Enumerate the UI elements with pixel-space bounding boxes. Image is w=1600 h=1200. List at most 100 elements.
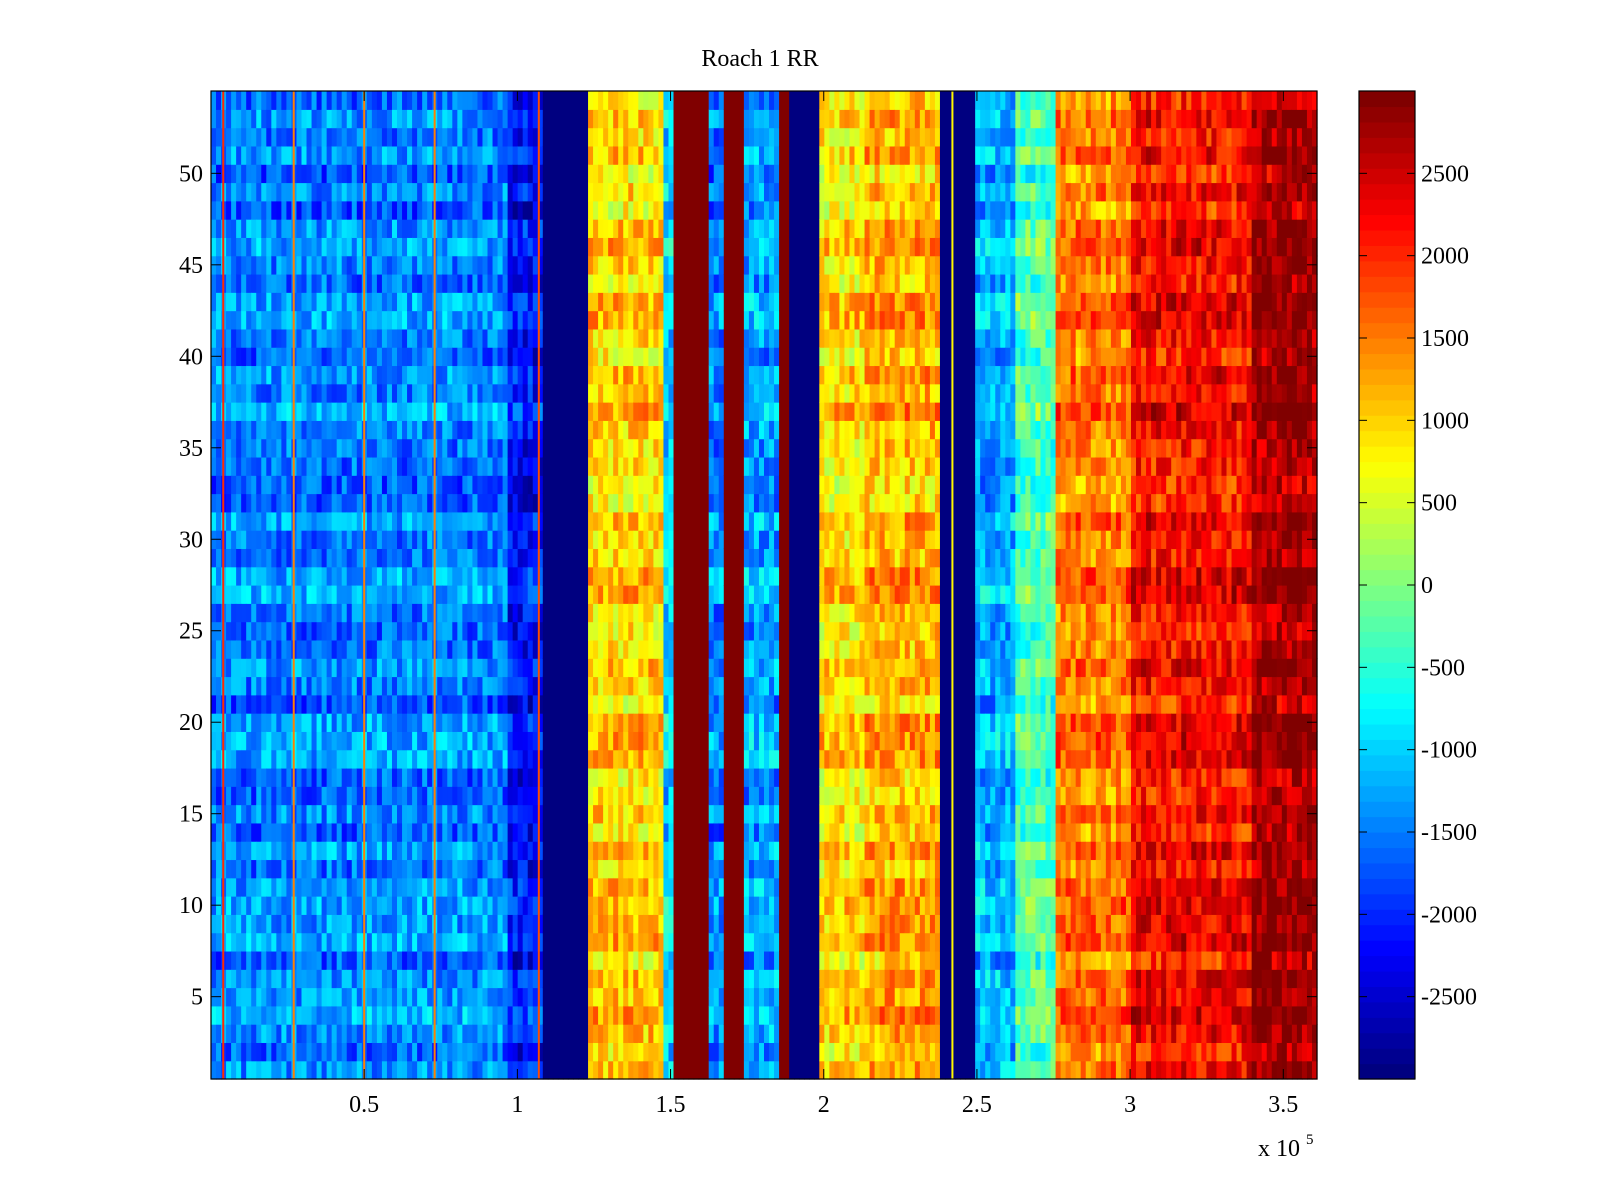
heatmap-cell: [266, 841, 272, 861]
heatmap-cell: [663, 749, 670, 769]
heatmap-cell: [271, 621, 277, 641]
heatmap-cell: [417, 328, 423, 348]
heatmap-cell: [608, 932, 614, 952]
heatmap-cell: [618, 841, 624, 861]
heatmap-cell: [527, 841, 534, 861]
heatmap-cell: [286, 713, 293, 732]
heatmap-cell: [638, 676, 644, 696]
heatmap-cell: [532, 877, 539, 897]
heatmap-cell: [572, 1005, 579, 1025]
heatmap-cell: [643, 200, 649, 220]
heatmap-cell: [517, 91, 524, 110]
heatmap-cell: [547, 310, 554, 330]
heatmap-cell: [236, 658, 242, 678]
heatmap-cell: [653, 493, 660, 513]
heatmap-cell: [482, 731, 489, 751]
heatmap-cell: [296, 200, 303, 220]
heatmap-cell: [271, 950, 277, 970]
heatmap-cell: [462, 420, 468, 440]
heatmap-cell: [331, 658, 338, 678]
heatmap-cell: [236, 200, 242, 220]
heatmap-cell: [547, 255, 554, 275]
heatmap-cell: [447, 914, 453, 934]
heatmap-cell: [326, 676, 333, 696]
heatmap-cell: [216, 658, 222, 678]
heatmap-cell: [216, 1060, 222, 1080]
heatmap-cell: [603, 127, 609, 147]
heatmap-cell: [588, 456, 594, 476]
heatmap-cell: [588, 1005, 594, 1025]
heatmap-cell: [216, 676, 222, 696]
heatmap-cell: [311, 804, 318, 824]
heatmap-cell: [618, 658, 624, 678]
heatmap-cell: [583, 255, 589, 275]
heatmap-cell: [593, 969, 599, 989]
heatmap-cell: [487, 658, 494, 678]
heatmap-cell: [231, 328, 237, 348]
heatmap-cell: [542, 347, 549, 367]
heatmap-cell: [447, 493, 453, 513]
heatmap-cell: [261, 438, 267, 458]
heatmap-cell: [562, 182, 569, 202]
heatmap-cell: [653, 438, 660, 458]
heatmap-cell: [306, 859, 313, 879]
heatmap-cell: [351, 694, 358, 714]
heatmap-cell: [603, 859, 609, 879]
heatmap-cell: [603, 566, 609, 586]
heatmap-cell: [231, 731, 237, 751]
heatmap-cell: [537, 566, 544, 586]
heatmap-cell: [341, 566, 348, 586]
heatmap-cell: [482, 987, 489, 1007]
heatmap-cell: [603, 676, 609, 696]
heatmap-cell: [226, 164, 232, 184]
heatmap-cell: [603, 749, 609, 769]
heatmap-cell: [497, 969, 504, 989]
heatmap-cell: [412, 164, 418, 184]
heatmap-cell: [512, 1060, 519, 1080]
heatmap-cell: [482, 585, 489, 604]
heatmap-cell: [271, 511, 277, 531]
heatmap-cell: [246, 182, 252, 202]
heatmap-cell: [618, 548, 624, 568]
heatmap-cell: [653, 1060, 660, 1080]
heatmap-cell: [583, 237, 589, 257]
heatmap-cell: [638, 1042, 644, 1062]
heatmap-cell: [452, 1024, 458, 1044]
heatmap-cell: [341, 914, 348, 934]
heatmap-cell: [246, 530, 252, 550]
heatmap-cell: [507, 164, 514, 184]
heatmap-cell: [572, 1042, 579, 1062]
heatmap-cell: [211, 841, 217, 861]
heatmap-cell: [371, 182, 378, 202]
heatmap-cell: [512, 145, 519, 165]
heatmap-cell: [643, 731, 649, 751]
heatmap-cell: [497, 109, 504, 129]
heatmap-cell: [457, 530, 463, 550]
heatmap-cell: [613, 164, 619, 184]
heatmap-cell: [492, 694, 499, 714]
heatmap-cell: [552, 566, 559, 586]
heatmap-cell: [306, 420, 313, 440]
heatmap-cell: [376, 950, 383, 970]
heatmap-cell: [336, 731, 343, 751]
heatmap-cell: [467, 1042, 474, 1062]
heatmap-cell: [371, 420, 378, 440]
heatmap-cell: [447, 676, 453, 696]
heatmap-cell: [487, 200, 494, 220]
heatmap-cell: [567, 1042, 574, 1062]
heatmap-cell: [231, 182, 237, 202]
heatmap-cell: [236, 255, 242, 275]
heatmap-cell: [608, 548, 614, 568]
heatmap-cell: [412, 109, 418, 129]
heatmap-cell: [517, 859, 524, 879]
heatmap-cell: [577, 273, 584, 293]
heatmap-cell: [437, 585, 443, 604]
heatmap-cell: [608, 822, 614, 842]
heatmap-cell: [658, 237, 665, 257]
heatmap-cell: [452, 347, 458, 367]
heatmap-cell: [402, 731, 408, 751]
heatmap-cell: [261, 841, 267, 861]
heatmap-cell: [276, 786, 282, 806]
heatmap-cell: [552, 950, 559, 970]
heatmap-cell: [467, 273, 474, 293]
